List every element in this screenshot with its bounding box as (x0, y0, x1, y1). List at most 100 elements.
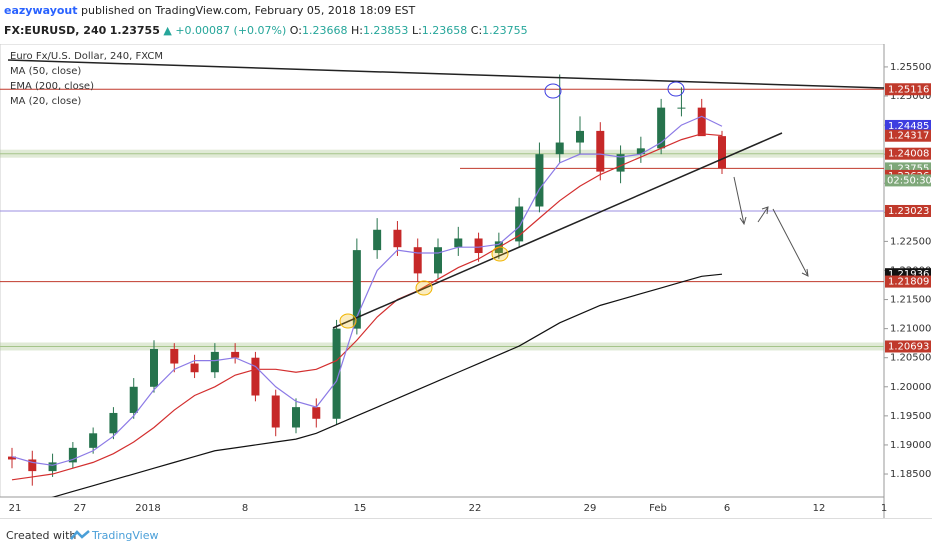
logo (70, 530, 90, 540)
y-tick-label: 1.19500 (890, 411, 931, 422)
candle-body (413, 247, 422, 274)
x-tick-label: 1 (881, 503, 887, 514)
change: ▲ +0.00087 (+0.07%) (163, 24, 287, 37)
marker-circle (339, 313, 357, 329)
marker-circle (415, 280, 433, 296)
marker-circle (491, 246, 509, 262)
c: 1.23755 (482, 24, 528, 37)
candle-body (535, 154, 544, 207)
l-label: L: (411, 24, 422, 37)
candle-body (109, 412, 118, 434)
candle-body (393, 229, 402, 248)
x-tick-label: 29 (584, 503, 597, 514)
price-tag (885, 340, 931, 353)
x-tick-label: 6 (724, 503, 730, 514)
countdown: 02:50:30 (887, 175, 932, 186)
o: 1.23668 (301, 24, 348, 37)
candle-body (332, 328, 341, 419)
y-tick-label: 1.25000 (890, 91, 931, 102)
y-tick-label: 1.18500 (890, 469, 931, 480)
l: 1.23658 (421, 24, 468, 37)
candle-body (718, 136, 726, 169)
candle-body (352, 250, 361, 329)
candle-body (129, 386, 138, 413)
candle-body (48, 462, 57, 472)
candle-body (271, 395, 280, 428)
y-tick-label: 1.20500 (890, 353, 931, 364)
legend-entry: MA (50, close) (10, 66, 81, 77)
chart-title: Euro Fx/U.S. Dollar, 240, FXCM (10, 51, 163, 62)
price-tag (885, 204, 931, 217)
candle-body (68, 447, 77, 463)
candle-body (170, 348, 179, 364)
price-tag-label: 1.21809 (888, 277, 929, 288)
price-tag-label: 1.24317 (888, 131, 929, 142)
x-tick-label: 22 (469, 503, 482, 514)
candle-body (616, 154, 625, 172)
candle-body (231, 351, 240, 358)
x-tick-label: 21 (9, 503, 22, 514)
candle-body (251, 357, 260, 396)
publish-line: eazywayout published on TradingView.com,… (4, 4, 415, 17)
published: published on TradingView.com, February 0… (81, 4, 416, 17)
candle-body (28, 459, 37, 472)
candle-body (555, 142, 564, 155)
price-tag-label: 1.24485 (888, 121, 929, 132)
footer: Created with TradingView (0, 518, 932, 551)
created-with: Created with (6, 529, 77, 542)
y-tick-label: 1.22500 (890, 236, 931, 247)
price-tag (885, 275, 931, 288)
candle-body (190, 363, 199, 373)
trendline (332, 132, 783, 329)
candle-body (697, 107, 706, 137)
countdown-tag (885, 174, 931, 187)
candle-body (434, 247, 442, 274)
arrow (733, 176, 809, 277)
x-tick-label: 12 (813, 503, 826, 514)
price-tag-label: 1.25116 (888, 84, 929, 95)
candle-body (8, 456, 16, 460)
candle-body (292, 407, 300, 428)
price-tag-label: 1.21936 (888, 269, 929, 280)
y-tick-label: 1.20000 (890, 382, 931, 393)
h: 1.23853 (362, 24, 409, 37)
ma-line (11, 115, 723, 466)
candle-body (454, 238, 463, 248)
candle-body (677, 107, 686, 109)
price-tag (885, 129, 931, 142)
legend-entry: EMA (200, close) (10, 81, 94, 92)
x-tick-label: 27 (74, 503, 87, 514)
author[interactable]: eazywayout (4, 4, 78, 17)
header: eazywayout published on TradingView.com,… (0, 0, 932, 44)
o-label: O: (289, 24, 302, 37)
marker-circle (544, 83, 562, 99)
c-label: C: (470, 24, 483, 37)
price-tag-label: 1.20693 (888, 341, 929, 352)
y-tick-label: 1.21000 (890, 324, 931, 335)
brand[interactable]: TradingView (92, 529, 159, 542)
marker-circle (667, 81, 685, 97)
candle-body (636, 148, 645, 155)
ma-line (11, 133, 723, 481)
ma-line (51, 273, 723, 497)
chart: 1.255001.250001.245001.240001.235001.230… (0, 44, 932, 518)
price-tag-label: 1.23755 (888, 163, 929, 174)
y-tick-label: 1.25500 (890, 62, 931, 73)
candle-body (515, 206, 524, 242)
x-tick-label: 8 (242, 503, 248, 514)
price-tag-label: 1.23023 (888, 206, 929, 217)
candle-body (312, 407, 321, 419)
price-tag-label: 1.24008 (888, 149, 929, 160)
candle-body (150, 348, 158, 387)
price-tag (885, 83, 931, 96)
quote-line: FX:EURUSD, 240 1.23755 ▲ +0.00087 (+0.07… (4, 24, 528, 37)
x-tick-label: 2018 (135, 503, 160, 514)
x-tick-label: 15 (354, 503, 367, 514)
candle-body (657, 107, 666, 149)
candle-body (89, 433, 98, 448)
price-tag (885, 119, 931, 132)
legend-entry: MA (20, close) (10, 96, 81, 107)
candle-body (373, 229, 382, 251)
symbol: FX:EURUSD, 240 (4, 24, 107, 37)
